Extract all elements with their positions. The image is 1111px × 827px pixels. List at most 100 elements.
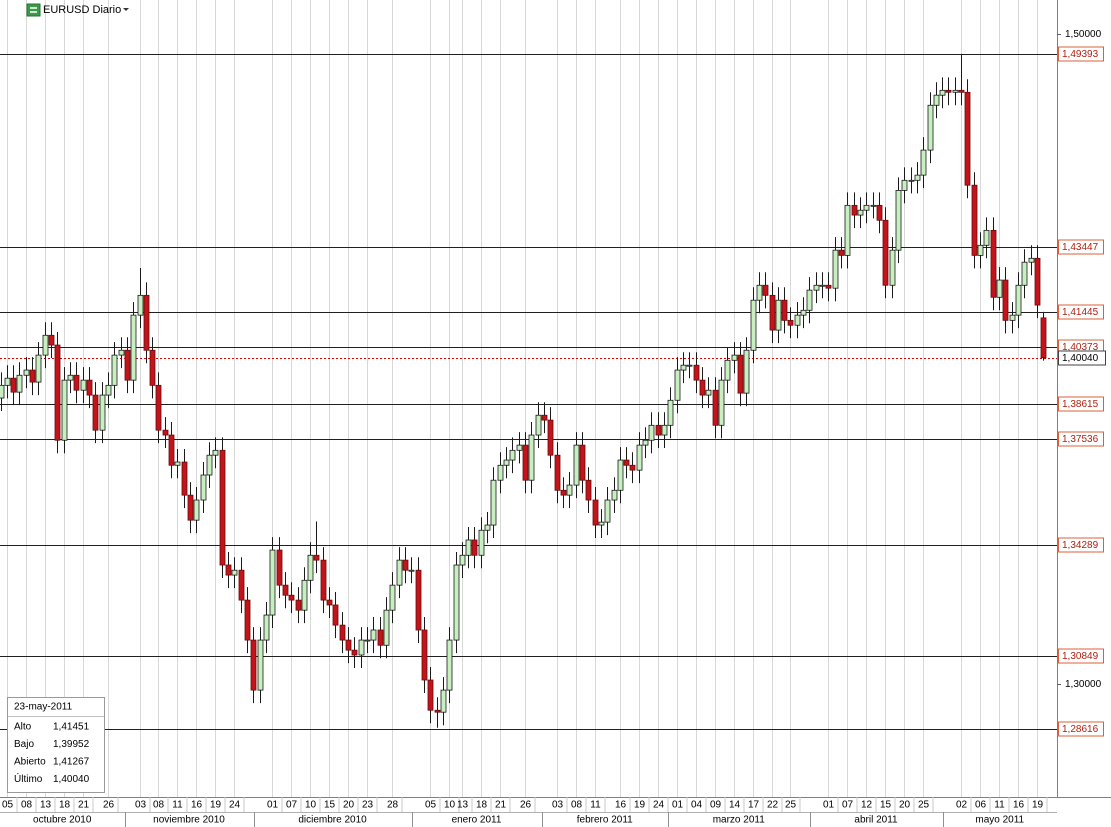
candle-body-up	[813, 284, 820, 291]
candle-body-up	[566, 484, 573, 496]
candle-body-up	[870, 204, 877, 207]
candle-body-up	[686, 364, 693, 367]
candle-body-down	[699, 379, 706, 396]
x-tick-label: 11	[172, 800, 183, 811]
x-tick-label: 20	[343, 800, 355, 811]
candle-body-down	[971, 184, 978, 256]
x-tick-label: 26	[103, 800, 115, 811]
candle-body-up	[604, 499, 611, 523]
candle-body-up	[775, 299, 782, 331]
x-tick-label: 01	[823, 800, 835, 811]
candle-body-up	[67, 374, 74, 381]
candle-body-up	[1009, 314, 1016, 321]
info-value: 1,40040	[53, 774, 90, 785]
info-value: 1,41267	[53, 757, 90, 768]
candle-body-down	[547, 419, 554, 456]
candle-body-down	[958, 89, 965, 93]
x-tick-label: 11	[994, 800, 1005, 811]
candle-body-down	[1002, 279, 1009, 321]
candle-body-down	[326, 599, 333, 606]
candle-body-down	[876, 204, 883, 221]
candle-body-up	[636, 444, 643, 471]
candle-body-down	[168, 434, 175, 466]
x-tick-label: 24	[653, 800, 665, 811]
candle-body-up	[440, 689, 447, 713]
candle-body-down	[155, 384, 162, 431]
candle-body-up	[996, 279, 1003, 298]
x-tick-label: 16	[1013, 800, 1025, 811]
x-tick-label: 19	[634, 800, 646, 811]
candle-body-up	[193, 499, 200, 521]
level-label: 1,30849	[1062, 651, 1099, 662]
candle-body-down	[541, 414, 548, 421]
x-tick-label: 26	[520, 800, 532, 811]
candle-body-down	[554, 454, 561, 491]
candle-body-up	[269, 549, 276, 616]
candle-body-down	[244, 599, 251, 641]
x-tick-label: 23	[362, 800, 374, 811]
x-tick-label: 14	[729, 800, 741, 811]
candle-body-down	[219, 449, 226, 566]
month-label: abril 2011	[854, 815, 898, 826]
level-label: 1,34289	[1062, 540, 1099, 551]
candle-body-up	[806, 289, 813, 311]
month-label: enero 2011	[452, 815, 502, 826]
candle-body-down	[10, 377, 17, 393]
level-label-box	[1058, 46, 1104, 62]
x-tick-label: 02	[956, 800, 968, 811]
candle-body-down	[762, 284, 769, 296]
candle-body-up	[478, 529, 485, 556]
symbol-icon-glyph	[30, 7, 37, 13]
candle-body-down	[560, 489, 567, 496]
x-tick-label: 07	[842, 800, 854, 811]
candle-body-down	[143, 294, 150, 351]
candle-body-up	[611, 489, 618, 501]
info-box-frame	[7, 697, 105, 793]
candle-body-up	[484, 524, 491, 531]
candle-body-down	[124, 349, 131, 381]
candle-body-down	[339, 624, 346, 641]
candle-body-down	[838, 249, 845, 256]
candle-body-down	[415, 569, 422, 631]
candle-body-down	[787, 319, 794, 326]
candle-body-up	[674, 369, 681, 401]
candle-body-up	[1015, 284, 1022, 316]
chart-header: EURUSD Diario	[26, 3, 129, 17]
candle-body-down	[1040, 317, 1047, 359]
candle-body-up	[396, 559, 403, 586]
candle-body-down	[345, 639, 352, 651]
candle-body-up	[370, 629, 377, 641]
candle-body-down	[313, 554, 320, 561]
candle-body-down	[1034, 257, 1041, 306]
candle-body-up	[939, 89, 946, 96]
candle-body-up	[680, 364, 687, 371]
grid	[7, 0, 1038, 797]
candle-body-down	[402, 559, 409, 571]
x-tick-label: 09	[710, 800, 722, 811]
candle-body-up	[952, 89, 959, 93]
candle-body-down	[288, 594, 295, 601]
candle-body-up	[927, 104, 934, 151]
candle-body-down	[964, 91, 971, 186]
month-label: octubre 2010	[33, 815, 92, 826]
candle-body-up	[920, 149, 927, 176]
y-tick-label: 1,30000	[1065, 679, 1102, 690]
candle-body-up	[231, 569, 238, 576]
x-tick-label: 05	[2, 800, 14, 811]
candle-body-up	[459, 554, 466, 566]
x-tick-label: 08	[21, 800, 33, 811]
candle-body-up	[446, 639, 453, 691]
candle-body-down	[629, 464, 636, 471]
dropdown-arrow[interactable]	[123, 8, 129, 11]
candle-body-down	[351, 649, 358, 656]
candle-body-down	[579, 444, 586, 481]
candle-body-down	[769, 294, 776, 331]
x-tick-label: 07	[286, 800, 298, 811]
symbol-icon	[26, 3, 41, 17]
candle-body-down	[434, 709, 441, 713]
candle-body-up	[756, 284, 763, 301]
candle-body-up	[23, 369, 30, 376]
candle-body-up	[307, 554, 314, 581]
candle-body-up	[301, 579, 308, 611]
candle-body-up	[4, 377, 11, 386]
